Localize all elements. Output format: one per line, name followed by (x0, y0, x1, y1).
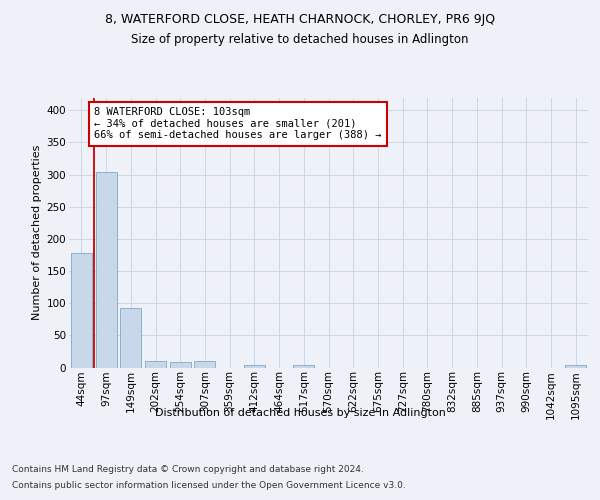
Y-axis label: Number of detached properties: Number of detached properties (32, 145, 43, 320)
Bar (71, 253, 92, 368)
Bar (194, 361, 215, 368)
Text: 8, WATERFORD CLOSE, HEATH CHARNOCK, CHORLEY, PR6 9JQ: 8, WATERFORD CLOSE, HEATH CHARNOCK, CHOR… (105, 12, 495, 26)
Bar (95, 172, 116, 368)
Bar (565, 365, 586, 368)
Text: Size of property relative to detached houses in Adlington: Size of property relative to detached ho… (131, 32, 469, 46)
Bar (120, 308, 141, 368)
Bar (145, 361, 166, 368)
Bar (244, 365, 265, 368)
Text: Distribution of detached houses by size in Adlington: Distribution of detached houses by size … (155, 408, 445, 418)
Text: Contains public sector information licensed under the Open Government Licence v3: Contains public sector information licen… (12, 481, 406, 490)
Bar (293, 365, 314, 368)
Text: Contains HM Land Registry data © Crown copyright and database right 2024.: Contains HM Land Registry data © Crown c… (12, 465, 364, 474)
Text: 8 WATERFORD CLOSE: 103sqm
← 34% of detached houses are smaller (201)
66% of semi: 8 WATERFORD CLOSE: 103sqm ← 34% of detac… (94, 107, 382, 140)
Bar (170, 362, 191, 368)
